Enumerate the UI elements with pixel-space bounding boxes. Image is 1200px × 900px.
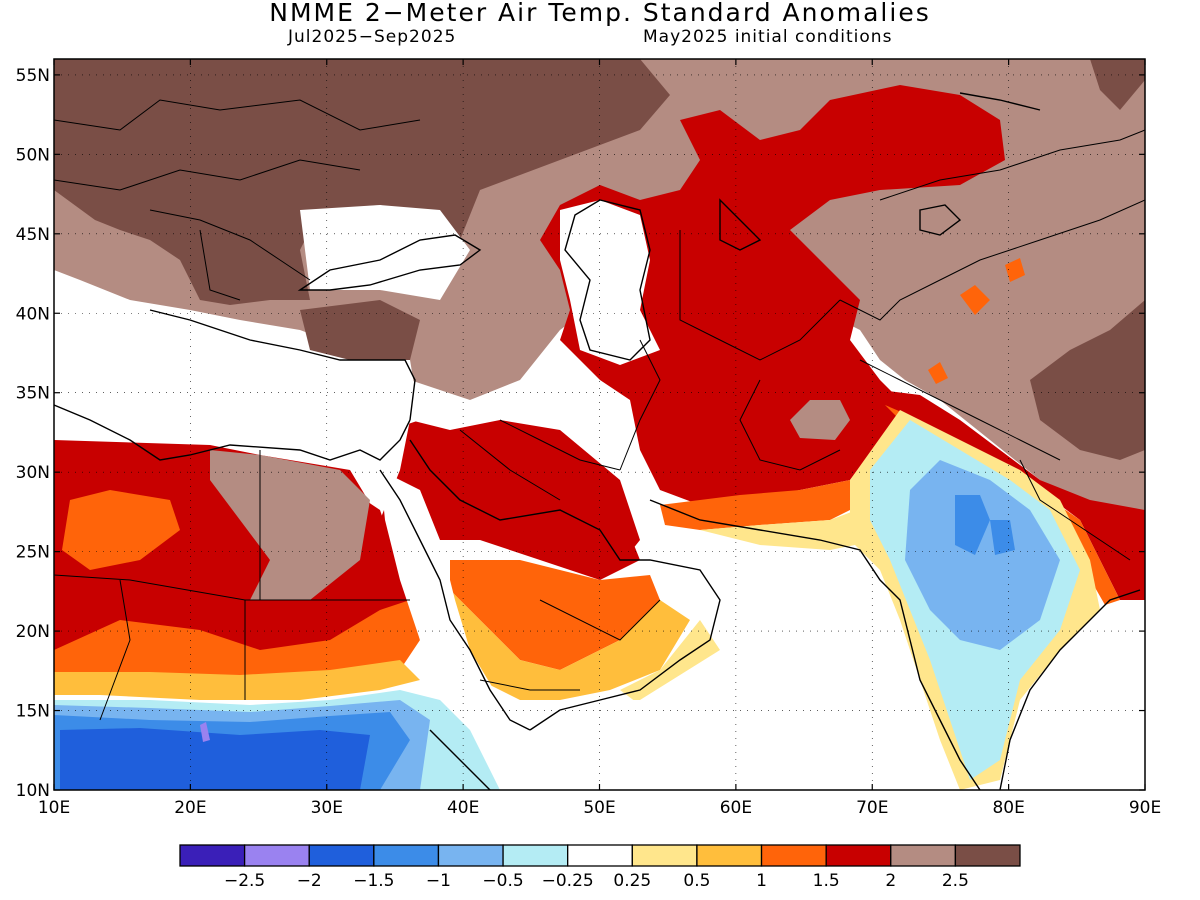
colorbar-label: −0.25 (542, 871, 594, 891)
coastlines (54, 92, 1141, 790)
anomaly-indian-ocean-white (560, 560, 940, 790)
anomaly-iran-coast-orange (660, 480, 870, 530)
colorbar: −2.5 −2 −1.5 −1 −0.5 −0.25 0.25 0.5 1 1.5 2 2.5 (179, 844, 1021, 891)
colorbar-swatch (179, 844, 246, 867)
colorbar-swatch (760, 844, 827, 867)
colorbar-swatch (954, 844, 1021, 867)
colorbar-swatch (890, 844, 957, 867)
lat-tick-label: 30N (16, 463, 50, 483)
lat-tick-label: 20N (16, 622, 50, 642)
anomaly-sahara-orange (62, 490, 180, 570)
lon-tick-label: 40E (447, 798, 479, 818)
colorbar-swatch (567, 844, 633, 867)
lon-tick-label: 90E (1129, 798, 1161, 818)
lat-tick-label: 50N (16, 145, 50, 165)
colorbar-swatch (696, 844, 763, 867)
colorbar-swatch (631, 844, 698, 867)
anomaly-tibet-dark (1030, 300, 1145, 460)
colorbar-label: 0.5 (683, 871, 710, 891)
lon-tick-label: 20E (174, 798, 206, 818)
colorbar-label: 1 (756, 871, 767, 891)
colorbar-swatch (308, 844, 375, 867)
anomaly-north-dark (1090, 59, 1145, 110)
anomaly-india-blue (955, 495, 1015, 555)
anomaly-central-asia-orange (928, 258, 1025, 384)
anomaly-red-sea-white (380, 470, 520, 740)
country-borders (54, 99, 1145, 721)
anomaly-turkey-dark (300, 300, 420, 360)
anomaly-himalaya-arc (880, 390, 1145, 600)
colorbar-label: −1 (426, 871, 451, 891)
initial-conditions: May2025 initial conditions (643, 27, 893, 47)
anomaly-caspian-white (560, 200, 660, 365)
colorbar-label: 2 (885, 871, 896, 891)
colorbar-swatch (243, 844, 310, 867)
anomaly-europe-dark (54, 59, 670, 305)
colorbar-label: 1.5 (813, 871, 840, 891)
lon-tick-label: 30E (311, 798, 343, 818)
anomaly-east-med-white (54, 300, 420, 450)
colorbar-label: −0.5 (482, 871, 523, 891)
colorbar-swatch (373, 844, 440, 867)
anomaly-iran-coast-yellow (700, 505, 880, 550)
anomaly-central-asia-hole (790, 400, 850, 440)
anomaly-arabia-red (420, 430, 640, 580)
colorbar-label: −1.5 (353, 871, 394, 891)
lat-tick-label: 15N (16, 702, 50, 722)
lat-tick-label: 45N (16, 225, 50, 245)
anomaly-black-sea-white (300, 205, 470, 300)
colorbar-swatch (502, 844, 569, 867)
anomaly-sahel-orange (54, 600, 420, 685)
map-title: NMME 2−Meter Air Temp. Standard Anomalie… (269, 0, 931, 27)
colorbar-label: 0.25 (613, 871, 651, 891)
anomaly-field (54, 59, 1145, 790)
forecast-period: Jul2025−Sep2025 (288, 27, 457, 47)
lon-tick-label: 80E (992, 798, 1024, 818)
colorbar-swatch (825, 844, 892, 867)
lon-tick-label: 10E (38, 798, 70, 818)
colorbar-label: −2.5 (224, 871, 265, 891)
lon-tick-label: 70E (856, 798, 888, 818)
lat-tick-label: 55N (16, 66, 50, 86)
colorbar-swatch (437, 844, 504, 867)
lat-tick-label: 10N (16, 781, 50, 801)
colorbar-label: −2 (297, 871, 322, 891)
anomaly-sahel-violet (200, 722, 210, 742)
lon-tick-label: 60E (720, 798, 752, 818)
colorbar-label: 2.5 (942, 871, 969, 891)
anomaly-arabia-yellow (450, 590, 690, 700)
anomaly-sahara-brown (210, 450, 370, 600)
lat-tick-label: 40N (16, 304, 50, 324)
lon-tick-label: 50E (583, 798, 615, 818)
lat-tick-label: 35N (16, 384, 50, 404)
anomaly-oman-yellow (620, 620, 720, 705)
lat-tick-label: 25N (16, 543, 50, 563)
anomaly-sahel-darkblue (60, 728, 370, 790)
anomaly-india-medblue (905, 460, 1060, 650)
anomaly-sahel-yellow (54, 660, 420, 700)
lat-lon-grid (54, 59, 1145, 790)
